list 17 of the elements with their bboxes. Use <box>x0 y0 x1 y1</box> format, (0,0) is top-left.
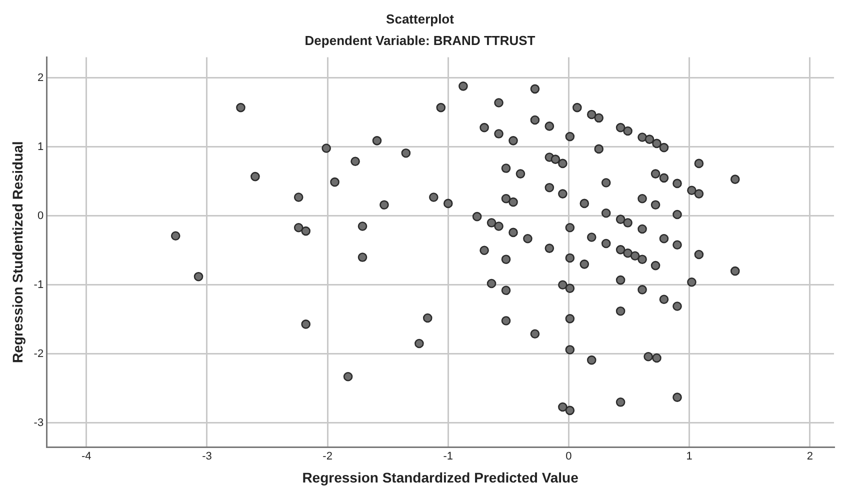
y-tick-label: 0 <box>37 210 44 222</box>
chart-title: Scatterplot <box>386 11 455 26</box>
x-tick-label: -4 <box>81 450 92 463</box>
y-tick-label: -1 <box>34 278 44 291</box>
y-axis-title: Regression Studentized Residual <box>9 141 26 363</box>
y-tick-label: -2 <box>34 348 44 360</box>
x-tick-label: 2 <box>806 450 813 463</box>
x-tick-label: -3 <box>202 450 212 463</box>
y-tick-label: 2 <box>37 72 44 84</box>
y-tick-label: -3 <box>34 416 44 429</box>
chart-subtitle: Dependent Variable: BRAND TTRUST <box>304 32 536 48</box>
x-tick-label: 1 <box>686 450 692 463</box>
x-tick-label: 0 <box>566 450 572 463</box>
x-axis-title: Regression Standardized Predicted Value <box>302 469 579 486</box>
x-tick-label: -2 <box>322 450 332 463</box>
x-tick-label: -1 <box>443 450 454 463</box>
y-tick-label: 1 <box>37 140 44 153</box>
